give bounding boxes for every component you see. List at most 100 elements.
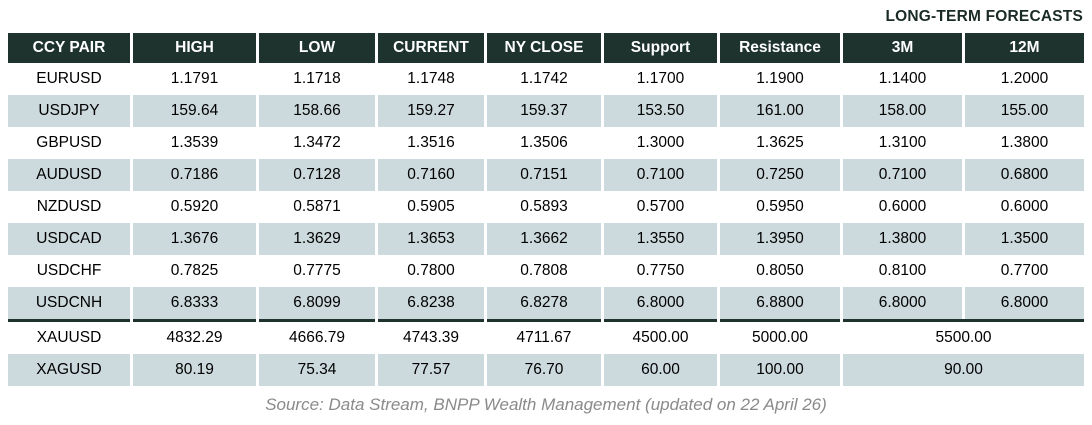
cell: 0.5950 [720, 191, 840, 223]
cell: 6.8000 [843, 287, 962, 319]
table-row-usdjpy: USDJPY 159.64 158.66 159.27 159.37 153.5… [8, 95, 1084, 127]
cell: 1.1900 [720, 63, 840, 95]
cell: 1.3800 [965, 127, 1084, 159]
table-row-usdcnh: USDCNH 6.8333 6.8099 6.8238 6.8278 6.800… [8, 287, 1084, 319]
cell: 161.00 [720, 95, 840, 127]
cell: 1.3506 [487, 127, 601, 159]
cell: 4832.29 [133, 319, 256, 354]
cell: 4711.67 [487, 319, 601, 354]
cell: 60.00 [604, 354, 717, 386]
cell: AUDUSD [8, 159, 130, 191]
cell: NZDUSD [8, 191, 130, 223]
cell: 6.8099 [259, 287, 375, 319]
cell: 4743.39 [378, 319, 484, 354]
footer-row: Source: Data Stream, BNPP Wealth Managem… [8, 386, 1084, 423]
cell: 0.6800 [965, 159, 1084, 191]
cell: 1.3662 [487, 223, 601, 255]
table-row-gbpusd: GBPUSD 1.3539 1.3472 1.3516 1.3506 1.300… [8, 127, 1084, 159]
table-row-usdchf: USDCHF 0.7825 0.7775 0.7800 0.7808 0.775… [8, 255, 1084, 287]
cell: 100.00 [720, 354, 840, 386]
cell: 0.7160 [378, 159, 484, 191]
cell: USDCNH [8, 287, 130, 319]
cell: EURUSD [8, 63, 130, 95]
cell-merged-forecast: 90.00 [843, 354, 1084, 386]
cell: 1.1742 [487, 63, 601, 95]
cell: 1.1400 [843, 63, 962, 95]
cell: 1.1718 [259, 63, 375, 95]
cell: 6.8800 [720, 287, 840, 319]
cell: USDCAD [8, 223, 130, 255]
table-row-usdcad: USDCAD 1.3676 1.3629 1.3653 1.3662 1.355… [8, 223, 1084, 255]
cell: 159.37 [487, 95, 601, 127]
cell: XAUUSD [8, 319, 130, 354]
cell: 1.3629 [259, 223, 375, 255]
cell: 155.00 [965, 95, 1084, 127]
cell: 4666.79 [259, 319, 375, 354]
cell: 0.5905 [378, 191, 484, 223]
cell: USDCHF [8, 255, 130, 287]
cell: 1.1748 [378, 63, 484, 95]
table-row-audusd: AUDUSD 0.7186 0.7128 0.7160 0.7151 0.710… [8, 159, 1084, 191]
cell-merged-forecast: 5500.00 [843, 319, 1084, 354]
cell: 0.7151 [487, 159, 601, 191]
cell: 1.3516 [378, 127, 484, 159]
column-header-3m: 3M [843, 33, 962, 63]
cell: 1.3800 [843, 223, 962, 255]
cell: 1.3653 [378, 223, 484, 255]
cell: USDJPY [8, 95, 130, 127]
cell: 0.7775 [259, 255, 375, 287]
column-header-low: LOW [259, 33, 375, 63]
cell: 1.3500 [965, 223, 1084, 255]
cell: 0.7100 [843, 159, 962, 191]
cell: 6.8333 [133, 287, 256, 319]
cell: 0.7128 [259, 159, 375, 191]
title-row: LONG-TERM FORECASTS [8, 0, 1084, 33]
cell: 0.6000 [965, 191, 1084, 223]
column-header-support: Support [604, 33, 717, 63]
fx-forecast-table: CCY PAIR HIGH LOW CURRENT NY CLOSE Suppo… [5, 33, 1087, 386]
cell: 0.6000 [843, 191, 962, 223]
cell: 1.3950 [720, 223, 840, 255]
cell: 0.5893 [487, 191, 601, 223]
cell: 0.7825 [133, 255, 256, 287]
cell: 0.7808 [487, 255, 601, 287]
cell: 6.8000 [965, 287, 1084, 319]
cell: 0.7250 [720, 159, 840, 191]
cell: 77.57 [378, 354, 484, 386]
cell: 1.3472 [259, 127, 375, 159]
cell: 0.7800 [378, 255, 484, 287]
cell: 0.5871 [259, 191, 375, 223]
cell: 6.8238 [378, 287, 484, 319]
cell: 4500.00 [604, 319, 717, 354]
cell: 0.7186 [133, 159, 256, 191]
column-header-high: HIGH [133, 33, 256, 63]
source-attribution: Source: Data Stream, BNPP Wealth Managem… [265, 394, 827, 414]
cell: 0.5700 [604, 191, 717, 223]
cell: 1.1791 [133, 63, 256, 95]
cell: 0.8050 [720, 255, 840, 287]
cell: XAGUSD [8, 354, 130, 386]
cell: 1.3625 [720, 127, 840, 159]
cell: 159.27 [378, 95, 484, 127]
long-term-forecasts-label: LONG-TERM FORECASTS [885, 7, 1083, 25]
cell: 153.50 [604, 95, 717, 127]
cell: 1.2000 [965, 63, 1084, 95]
cell: 158.66 [259, 95, 375, 127]
table-row-nzdusd: NZDUSD 0.5920 0.5871 0.5905 0.5893 0.570… [8, 191, 1084, 223]
cell: 0.7700 [965, 255, 1084, 287]
column-header-ny-close: NY CLOSE [487, 33, 601, 63]
cell: 1.3000 [604, 127, 717, 159]
cell: 0.7100 [604, 159, 717, 191]
cell: 5000.00 [720, 319, 840, 354]
cell: 1.1700 [604, 63, 717, 95]
cell: GBPUSD [8, 127, 130, 159]
cell: 0.8100 [843, 255, 962, 287]
column-header-12m: 12M [965, 33, 1084, 63]
cell: 75.34 [259, 354, 375, 386]
cell: 6.8278 [487, 287, 601, 319]
table-row-eurusd: EURUSD 1.1791 1.1718 1.1748 1.1742 1.170… [8, 63, 1084, 95]
column-header-current: CURRENT [378, 33, 484, 63]
table-row-xauusd: XAUUSD 4832.29 4666.79 4743.39 4711.67 4… [8, 319, 1084, 354]
cell: 0.7750 [604, 255, 717, 287]
